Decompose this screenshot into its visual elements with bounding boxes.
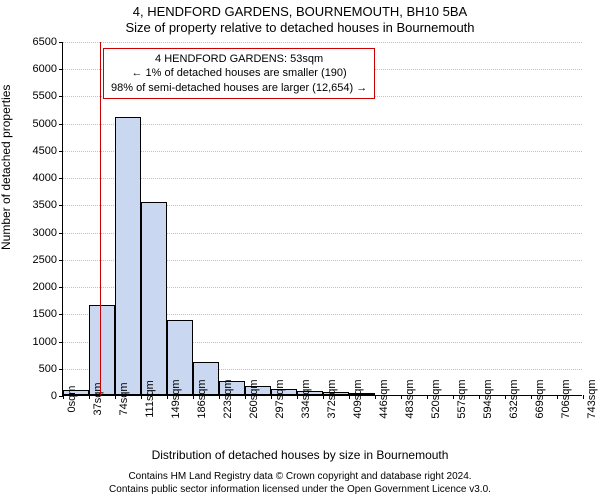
xtick-label: 483sqm — [404, 379, 416, 418]
xtick-mark — [427, 395, 428, 399]
y-axis-label: Number of detached properties — [0, 85, 13, 250]
xtick-label: 409sqm — [352, 379, 364, 418]
chart-title-main: 4, HENDFORD GARDENS, BOURNEMOUTH, BH10 5… — [0, 4, 600, 19]
xtick-label: 111sqm — [144, 380, 156, 418]
annotation-line: 4 HENDFORD GARDENS: 53sqm — [111, 52, 367, 66]
xtick-mark — [401, 395, 402, 399]
footer-line-1: Contains HM Land Registry data © Crown c… — [0, 471, 600, 484]
annotation-box: 4 HENDFORD GARDENS: 53sqm← 1% of detache… — [103, 48, 375, 99]
ytick-label: 3500 — [33, 199, 57, 211]
xtick-label: 260sqm — [248, 379, 260, 418]
xtick-label: 669sqm — [534, 379, 546, 418]
xtick-mark — [375, 395, 376, 399]
xtick-label: 223sqm — [222, 379, 234, 418]
xtick-label: 594sqm — [482, 379, 494, 418]
plot-area: 0500100015002000250030003500400045005000… — [62, 42, 582, 396]
ytick-label: 4500 — [33, 145, 57, 157]
ytick-label: 2000 — [33, 281, 57, 293]
annotation-line: ← 1% of detached houses are smaller (190… — [111, 66, 367, 80]
xtick-mark — [297, 395, 298, 399]
xtick-mark — [89, 395, 90, 399]
ytick-label: 500 — [39, 363, 57, 375]
ytick-label: 6500 — [33, 36, 57, 48]
ytick-mark — [59, 69, 63, 70]
xtick-label: 74sqm — [118, 382, 130, 415]
ytick-mark — [59, 178, 63, 179]
ytick-mark — [59, 124, 63, 125]
footer-attribution: Contains HM Land Registry data © Crown c… — [0, 471, 600, 496]
xtick-mark — [557, 395, 558, 399]
xtick-mark — [245, 395, 246, 399]
xtick-mark — [349, 395, 350, 399]
ytick-mark — [59, 42, 63, 43]
xtick-label: 372sqm — [326, 379, 338, 418]
xtick-mark — [583, 395, 584, 399]
footer-line-2: Contains public sector information licen… — [0, 484, 600, 497]
xtick-label: 334sqm — [300, 379, 312, 418]
xtick-label: 37sqm — [92, 382, 104, 415]
xtick-mark — [479, 395, 480, 399]
xtick-label: 446sqm — [378, 379, 390, 418]
ytick-label: 5000 — [33, 118, 57, 130]
xtick-mark — [115, 395, 116, 399]
ytick-label: 6000 — [33, 63, 57, 75]
xtick-mark — [193, 395, 194, 399]
histogram-bar — [141, 202, 167, 395]
ytick-mark — [59, 205, 63, 206]
ytick-mark — [59, 287, 63, 288]
ytick-label: 1000 — [33, 336, 57, 348]
xtick-mark — [219, 395, 220, 399]
xtick-label: 706sqm — [560, 379, 572, 418]
xtick-label: 520sqm — [430, 379, 442, 418]
xtick-mark — [323, 395, 324, 399]
gridline — [63, 42, 582, 43]
xtick-label: 557sqm — [456, 379, 468, 418]
xtick-mark — [167, 395, 168, 399]
chart-title-sub: Size of property relative to detached ho… — [0, 20, 600, 35]
ytick-label: 3000 — [33, 227, 57, 239]
xtick-mark — [453, 395, 454, 399]
histogram-bar — [115, 117, 141, 395]
ytick-label: 0 — [51, 390, 57, 402]
xtick-mark — [271, 395, 272, 399]
ytick-label: 5500 — [33, 90, 57, 102]
x-axis-label: Distribution of detached houses by size … — [0, 448, 600, 462]
xtick-label: 297sqm — [274, 379, 286, 418]
xtick-mark — [505, 395, 506, 399]
xtick-label: 632sqm — [508, 379, 520, 418]
ytick-mark — [59, 314, 63, 315]
ytick-mark — [59, 151, 63, 152]
xtick-mark — [63, 395, 64, 399]
xtick-mark — [531, 395, 532, 399]
ytick-mark — [59, 260, 63, 261]
ytick-mark — [59, 96, 63, 97]
reference-line — [100, 42, 101, 395]
xtick-label: 0sqm — [66, 386, 78, 413]
xtick-label: 149sqm — [170, 379, 182, 418]
xtick-mark — [141, 395, 142, 399]
ytick-label: 1500 — [33, 308, 57, 320]
xtick-label: 743sqm — [586, 379, 598, 418]
ytick-label: 2500 — [33, 254, 57, 266]
ytick-mark — [59, 342, 63, 343]
ytick-mark — [59, 233, 63, 234]
ytick-label: 4000 — [33, 172, 57, 184]
ytick-mark — [59, 369, 63, 370]
xtick-label: 186sqm — [196, 379, 208, 418]
annotation-line: 98% of semi-detached houses are larger (… — [111, 81, 367, 95]
